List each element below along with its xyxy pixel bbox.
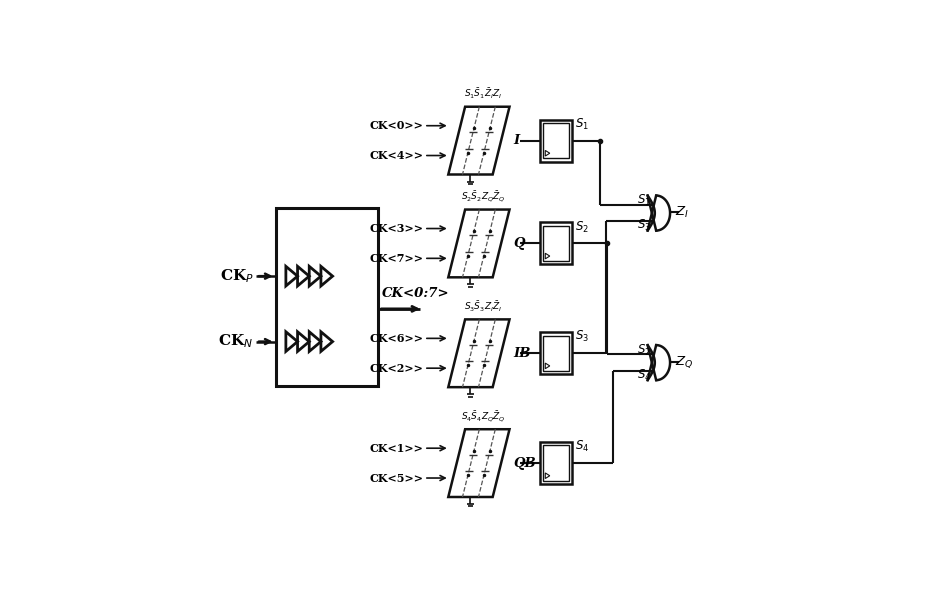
Text: CK<0:7>: CK<0:7> [382,288,450,300]
Polygon shape [448,429,510,497]
Text: CK<3>>: CK<3>> [369,223,423,234]
Bar [540,442,572,484]
Text: $S_2$: $S_2$ [576,220,589,235]
Bar [544,123,569,158]
Text: $S_3$: $S_3$ [637,218,651,233]
Text: CK<4>>: CK<4>> [369,150,423,161]
Text: $S_1\bar{S}_1\bar{Z}_I Z_I$: $S_1\bar{S}_1\bar{Z}_I Z_I$ [464,87,502,101]
Text: IB: IB [514,347,531,360]
Text: $S_2\bar{S}_2 Z_Q\bar{Z}_Q$: $S_2\bar{S}_2 Z_Q\bar{Z}_Q$ [461,189,505,204]
Text: $Z_Q$: $Z_Q$ [675,354,693,370]
Text: $S_3$: $S_3$ [576,330,589,344]
Polygon shape [448,107,510,174]
Bar [544,226,569,261]
Text: $S_2$: $S_2$ [638,342,651,358]
Text: CK<0>>: CK<0>> [369,120,423,131]
Text: $S_3\bar{S}_3 Z_I\bar{Z}_I$: $S_3\bar{S}_3 Z_I\bar{Z}_I$ [464,299,502,314]
Text: Q: Q [514,237,525,250]
Text: CK$_N$: CK$_N$ [219,333,254,350]
Text: $S_4\bar{S}_4 Z_Q\bar{Z}_Q$: $S_4\bar{S}_4 Z_Q\bar{Z}_Q$ [461,409,505,424]
Text: $S_4$: $S_4$ [576,439,590,454]
Text: $S_4$: $S_4$ [637,367,651,382]
Text: QB: QB [514,456,536,470]
Polygon shape [448,209,510,277]
Text: CK<6>>: CK<6>> [369,333,423,344]
Bar [544,336,569,371]
Text: CK$_P$: CK$_P$ [220,267,254,285]
Text: CK<5>>: CK<5>> [369,472,423,484]
Text: $S_1$: $S_1$ [638,193,651,208]
Text: I: I [514,134,519,147]
Text: $Z_I$: $Z_I$ [675,205,688,220]
Text: CK<7>>: CK<7>> [369,253,423,264]
Bar [540,120,572,161]
Text: CK<2>>: CK<2>> [369,363,423,374]
Polygon shape [448,319,510,387]
Bar [540,222,572,265]
Bar [540,332,572,375]
Text: $S_1$: $S_1$ [576,117,589,132]
Bar [275,208,378,386]
Text: CK<1>>: CK<1>> [369,443,423,453]
Bar [544,446,569,481]
